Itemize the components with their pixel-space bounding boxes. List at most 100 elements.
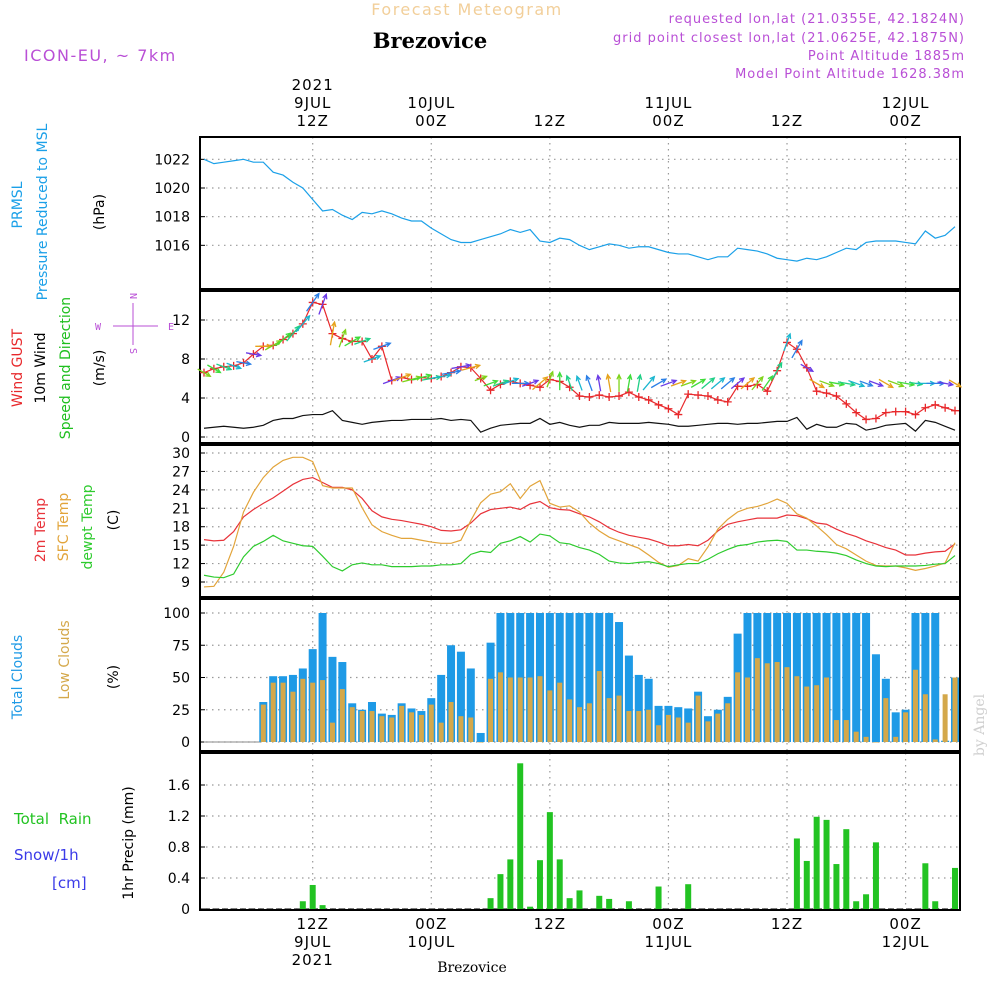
gust-marker [891, 407, 900, 416]
pressure-ylabel-2: Pressure Reduced to MSL [35, 123, 51, 300]
compass-north: N [127, 293, 138, 299]
low-clouds-bar [329, 722, 335, 742]
total-clouds-bar [328, 656, 337, 742]
wind-arrow [837, 381, 855, 386]
gust-marker [664, 404, 673, 413]
wind-arrow-head [807, 366, 815, 373]
wind-arrow [373, 342, 391, 351]
rain-bar [517, 763, 524, 909]
wind-arrow-head [818, 382, 826, 389]
time-label-top: 00Z [415, 112, 447, 130]
wind-arrow [636, 374, 641, 392]
model-altitude: Model Point Altitude 1628.38m [735, 67, 965, 82]
low-clouds-bar [468, 717, 474, 742]
wind-arrow-head [690, 379, 697, 385]
rain-bar [952, 867, 958, 909]
time-label-top: 12Z [534, 112, 566, 130]
wind-arrow [868, 380, 883, 387]
wind-arrow-head [364, 337, 372, 343]
rain-bar [507, 859, 514, 909]
rain-bar [309, 884, 316, 909]
total-clouds-bar [891, 712, 900, 742]
wind-arrow-head [699, 378, 707, 384]
wind-arrow-head [205, 371, 212, 378]
rain-bar [527, 906, 534, 909]
pressure-ytick-label: 1016 [154, 238, 190, 254]
low-clouds-bar [656, 725, 662, 742]
gust-marker [526, 381, 535, 390]
wind-arrow-head [331, 320, 337, 328]
panels: 1016101810201022048129121518212427300255… [154, 136, 963, 918]
wind-arrow [441, 370, 461, 375]
low-clouds-bar [596, 671, 602, 742]
low-clouds-bar [824, 677, 830, 742]
wind-arrow [772, 362, 783, 379]
rain-bar [685, 884, 692, 909]
low-clouds-bar [893, 736, 899, 742]
wind-arrow [502, 377, 519, 385]
rain-bar [625, 901, 632, 909]
temp-ylabel-2m: 2m Temp [33, 498, 49, 562]
wind-arrow [809, 378, 825, 389]
precipitation-ytick-label: 1.6 [168, 778, 190, 794]
low-clouds-bar [735, 672, 741, 742]
wind-arrow-head [955, 382, 963, 388]
wind-arrow-head [877, 381, 885, 388]
wind-arrow [492, 380, 509, 387]
precip-legend-rain: Total Rain [13, 810, 92, 828]
gust-marker [644, 395, 653, 404]
low-clouds-bar [409, 712, 415, 742]
total-clouds-bar [842, 613, 851, 742]
clouds-unit: (%) [106, 665, 122, 689]
wind-arrow [908, 381, 922, 386]
wind-arrow-head [474, 363, 482, 370]
wind-arrow-head [605, 373, 612, 380]
temperature-series-2 [203, 533, 956, 579]
watermark: by Angel [972, 693, 988, 756]
rain-bar [823, 819, 830, 909]
wind-arrow-head [649, 375, 656, 382]
rain-bar [497, 874, 504, 909]
wind-arrow [597, 375, 602, 392]
wind-arrow [532, 376, 548, 391]
wind-arrow [338, 329, 347, 348]
rain-bar [863, 894, 870, 909]
wind-arrow [216, 363, 232, 371]
time-label-top: 12Z [771, 112, 803, 130]
time-label-bottom: 12Z [771, 915, 803, 933]
wind-arrow [245, 352, 261, 357]
low-clouds-bar [646, 709, 652, 742]
gust-marker [941, 403, 950, 412]
low-clouds-bar [428, 704, 434, 742]
rain-bar [299, 901, 306, 909]
pressure-ylabels: PRMSL Pressure Reduced to MSL (hPa) [10, 123, 108, 300]
wind-arrow-head [849, 381, 857, 387]
low-clouds-bar [300, 678, 306, 742]
total-clouds-bar [575, 613, 584, 742]
rain-bar [596, 895, 603, 909]
low-clouds-bar [942, 694, 948, 742]
time-label-bottom: 10JUL [407, 933, 455, 951]
gust-marker [595, 391, 604, 400]
clouds-ylabel-low: Low Clouds [57, 620, 73, 699]
wind-arrow-head [215, 367, 222, 374]
wind-arrow [226, 362, 241, 370]
wind-arrow-head [947, 381, 955, 387]
rain-bar [932, 901, 939, 909]
time-label-top: 2021 [292, 76, 334, 94]
wind-arrow [354, 338, 371, 345]
wind-arrow-head [548, 370, 554, 377]
low-clouds-bar [586, 703, 592, 742]
panel-precipitation: 0 0.4 0.8 1.2 1.6 [168, 752, 961, 918]
wind-arrow [642, 376, 655, 391]
wind-arrow-head [455, 369, 462, 375]
wind-arrow-head [533, 379, 540, 385]
pressure-unit: (hPa) [92, 194, 108, 230]
wind-arrow-head [513, 377, 520, 383]
rain-bar [606, 898, 613, 909]
wind-arrow [318, 294, 327, 315]
gust-marker [713, 395, 722, 404]
gust-marker [634, 393, 643, 402]
wind-arrow-head [375, 354, 382, 361]
wind-arrow-head [671, 379, 678, 385]
